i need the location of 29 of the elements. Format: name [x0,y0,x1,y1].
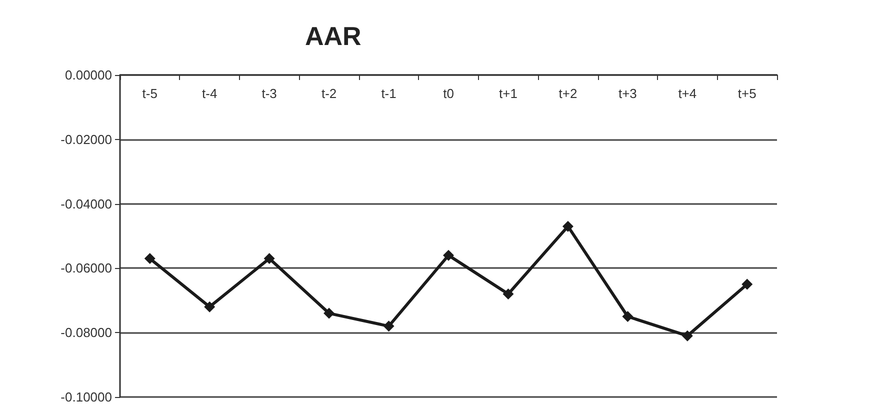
y-tick-label: -0.02000 [60,132,112,147]
point [443,250,454,261]
point [562,220,574,232]
x-tick-label: t+5 [738,86,756,101]
x-tick-label: t+4 [678,86,697,101]
point [204,301,216,312]
y-tick-label: 0.00000 [65,68,112,82]
x-tick-label: t0 [443,86,454,101]
x-tick-label: t-5 [142,86,158,101]
y-tick-label: -0.08000 [60,325,112,340]
y-tick-label: -0.04000 [60,196,112,212]
x-tick-label: t+2 [558,86,578,101]
point [383,320,394,332]
point [144,253,156,264]
x-tick-label: t-3 [262,86,277,101]
x-tick-label: t-2 [321,86,337,101]
point [622,311,634,322]
point [264,253,275,264]
x-tick-label: t+3 [618,86,637,101]
point [682,330,693,342]
point [324,308,335,319]
point [502,288,514,300]
x-tick-label: t+1 [499,86,518,101]
x-tick-label: t-4 [202,86,218,101]
point [742,278,753,290]
y-tick-label: -0.06000 [60,260,112,276]
y-tick-label: -0.10000 [60,390,112,404]
chart-title: AAR [305,21,362,51]
x-tick-label: t-1 [381,86,396,101]
